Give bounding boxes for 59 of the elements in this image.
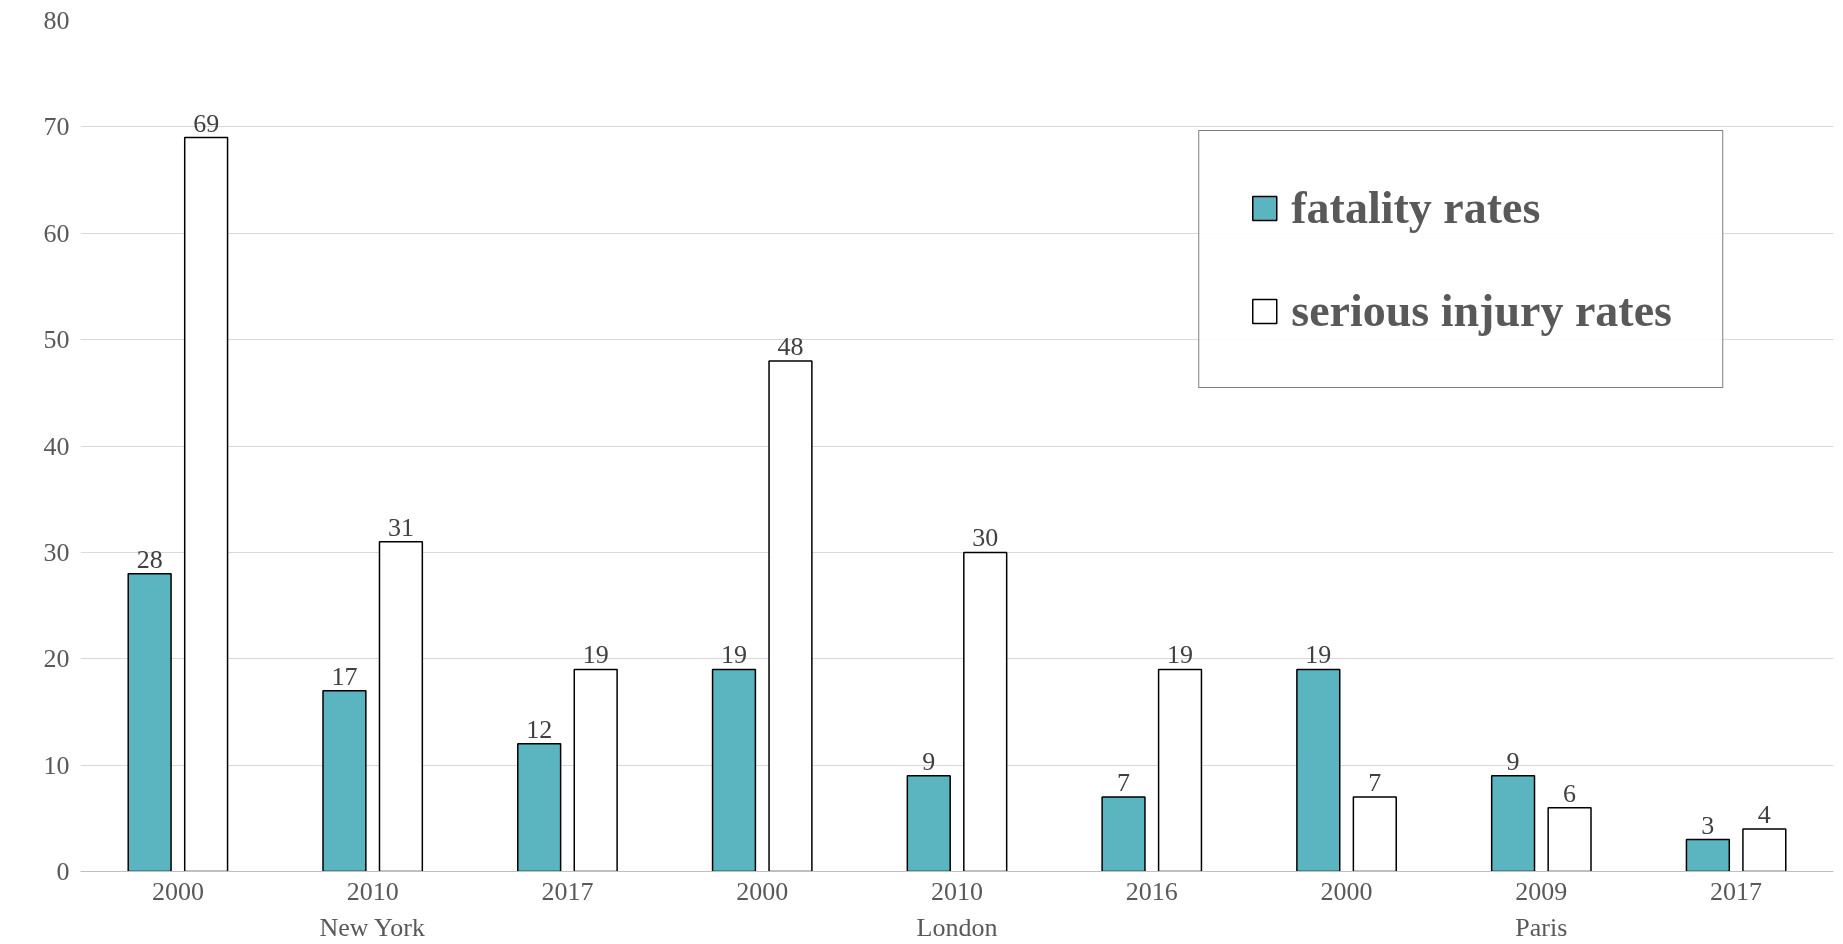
bar — [1101, 796, 1146, 872]
y-tick-label: 60 — [43, 218, 70, 248]
bar — [963, 551, 1008, 872]
x-tick-label: 2000 — [1320, 876, 1373, 906]
y-tick-label: 50 — [43, 325, 70, 355]
data-label: 30 — [972, 523, 999, 553]
y-tick-label: 70 — [43, 112, 70, 142]
bar — [1685, 838, 1731, 872]
bar — [127, 572, 172, 872]
bar — [711, 668, 757, 872]
data-label: 7 — [1368, 768, 1382, 798]
y-tick-label: 0 — [56, 857, 70, 886]
legend-label: fatality rates — [1291, 181, 1541, 234]
y-tick-label: 80 — [43, 6, 70, 35]
bar — [573, 668, 618, 872]
legend-label: serious injury rates — [1291, 284, 1672, 337]
data-label: 12 — [526, 714, 553, 744]
bar — [1157, 668, 1203, 872]
x-tick-label: 2017 — [1710, 876, 1763, 906]
y-tick-label: 10 — [43, 750, 70, 780]
x-tick-label: 2000 — [736, 876, 789, 906]
y-tick-label: 20 — [43, 644, 70, 674]
bar — [906, 775, 951, 872]
data-label: 9 — [1506, 746, 1520, 776]
x-tick-label: 2010 — [346, 876, 399, 906]
data-label: 19 — [1305, 640, 1332, 670]
x-tick-label: 2010 — [931, 876, 983, 906]
bar — [1296, 668, 1341, 872]
text: Paris — [1515, 912, 1568, 942]
y-tick-label: 40 — [43, 431, 70, 461]
bar — [322, 689, 367, 872]
bar — [378, 540, 424, 872]
data-label: 4 — [1757, 799, 1771, 829]
x-tick-label: 2017 — [541, 876, 594, 906]
data-label: 31 — [387, 512, 414, 542]
data-label: 6 — [1563, 778, 1577, 808]
data-label: 19 — [1167, 640, 1194, 670]
data-label: 9 — [922, 746, 936, 776]
y-tick-label: 30 — [43, 537, 70, 567]
bar — [517, 743, 562, 872]
data-label: 48 — [777, 331, 804, 361]
x-tick-label: 2000 — [151, 876, 204, 906]
text: London — [916, 912, 998, 942]
bar — [1352, 796, 1397, 872]
bar — [1490, 775, 1536, 872]
data-label: 69 — [193, 108, 220, 138]
data-label: 3 — [1701, 810, 1715, 840]
bar — [1547, 806, 1592, 872]
text: New York — [319, 912, 425, 942]
x-tick-label: 2009 — [1515, 876, 1568, 906]
bar — [183, 136, 229, 872]
x-tick-label: 2016 — [1125, 876, 1178, 906]
data-label: 7 — [1117, 768, 1131, 798]
data-label: 19 — [720, 640, 747, 670]
data-label: 17 — [331, 661, 358, 691]
bar — [768, 360, 813, 872]
data-label: 19 — [582, 640, 609, 670]
bar — [1742, 828, 1787, 872]
data-label: 28 — [136, 544, 163, 574]
